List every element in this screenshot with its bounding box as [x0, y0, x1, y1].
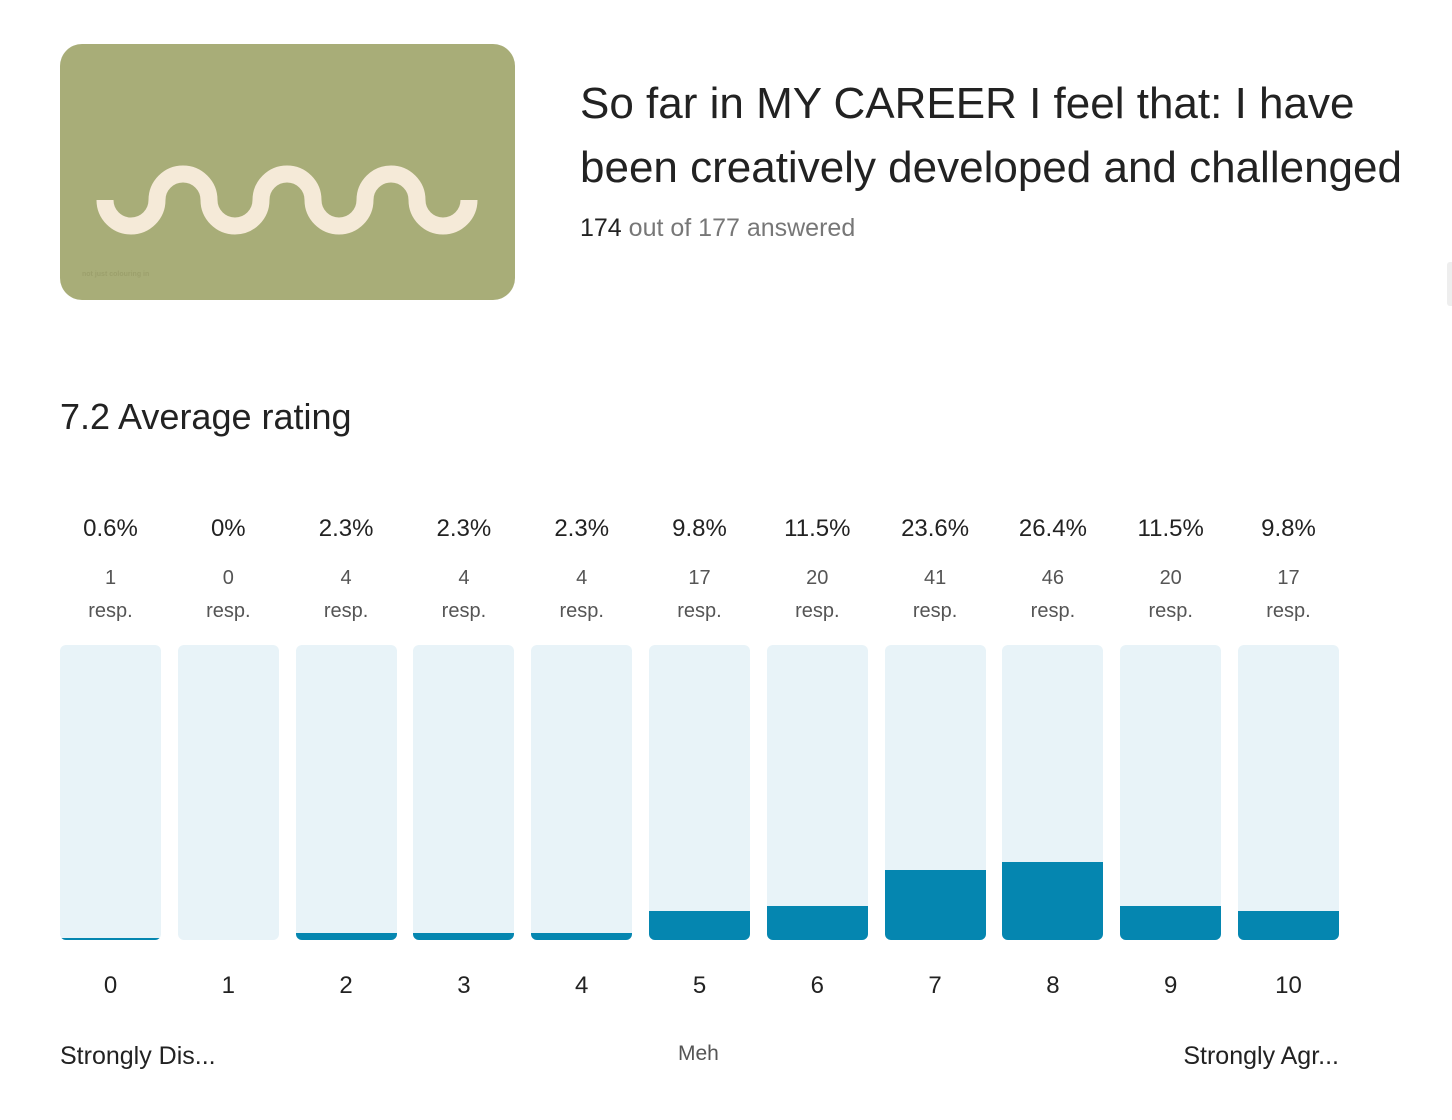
bar-percent-label: 26.4%: [1018, 515, 1087, 542]
bar-count-label: 1 resp.: [60, 562, 161, 628]
bar-track[interactable]: [1002, 645, 1104, 940]
x-tick-label: 6: [810, 972, 824, 999]
count-value: 46: [1041, 567, 1065, 589]
bar-track[interactable]: [1120, 645, 1222, 940]
bar-count-label: 0 resp.: [178, 562, 279, 628]
bar-fill: [531, 933, 633, 940]
bar-percent-label: 0.6%: [83, 515, 138, 542]
bar-count-label: 4 resp.: [413, 562, 514, 628]
question-image: not just colouring in: [60, 44, 515, 300]
scale-label-mid: Meh: [678, 1042, 719, 1065]
count-unit: resp.: [441, 600, 487, 622]
answered-total: out of 177 answered: [628, 214, 856, 242]
x-tick-label: 7: [928, 972, 942, 999]
bar-fill: [649, 911, 750, 940]
x-tick-label: 5: [692, 972, 707, 999]
count-value: 4: [458, 567, 470, 589]
x-tick-label: 1: [221, 972, 235, 999]
count-unit: resp.: [912, 600, 958, 622]
average-rating: 7.2 Average rating: [60, 396, 352, 437]
bar-fill: [1002, 862, 1104, 940]
bar-percent-label: 0%: [210, 515, 246, 542]
count-value: 4: [576, 567, 588, 589]
wave-logo: not just colouring in: [82, 165, 478, 278]
bar-fill: [766, 906, 868, 940]
bar-track[interactable]: [1238, 645, 1339, 940]
bar-fill: [884, 870, 986, 940]
scale-label-high: Strongly Agr...: [1183, 1042, 1339, 1070]
bar-count-label: 20 resp.: [767, 562, 868, 628]
bar-count-label: 17 resp.: [649, 562, 750, 628]
bar-count-label: 41 resp.: [885, 562, 986, 628]
count-unit: resp.: [206, 600, 251, 622]
bar-fill: [60, 938, 161, 940]
bar-count-label: 17 resp.: [1238, 562, 1339, 628]
bar-fill: [1120, 906, 1222, 940]
bar-track[interactable]: [295, 645, 397, 940]
x-tick-label: 3: [457, 972, 471, 999]
bar-track[interactable]: [766, 645, 868, 940]
bar-track[interactable]: [177, 645, 279, 940]
bar-fill: [295, 933, 397, 940]
count-value: 20: [1159, 567, 1182, 589]
scale-label-low: Strongly Dis...: [60, 1042, 216, 1070]
answered-count: 174 out of 177 answered: [580, 214, 855, 243]
count-value: 20: [806, 567, 829, 589]
bar-percent-label: 11.5%: [784, 515, 851, 542]
bar-fill: [1238, 911, 1339, 940]
x-tick-label: 8: [1046, 972, 1060, 999]
bar-fill: [413, 933, 515, 940]
x-tick-label: 0: [103, 972, 118, 999]
bar-percent-label: 2.3%: [436, 515, 492, 542]
count-unit: resp.: [1148, 600, 1193, 622]
bar-percent-label: 9.8%: [1261, 515, 1316, 542]
count-value: 4: [340, 567, 352, 589]
svg-text:not just colouring in: not just colouring in: [82, 271, 149, 278]
count-unit: resp.: [1266, 600, 1311, 622]
count-value: 0: [222, 567, 234, 589]
count-value: 41: [923, 567, 947, 589]
bar-percent-label: 9.8%: [672, 515, 727, 542]
count-value: 17: [1277, 567, 1300, 589]
x-tick-label: 9: [1164, 972, 1178, 999]
count-unit: resp.: [1030, 600, 1076, 622]
bar-track[interactable]: [884, 645, 986, 940]
bar-count-label: 46 resp.: [1002, 562, 1103, 628]
count-unit: resp.: [677, 600, 722, 622]
bar-percent-label: 2.3%: [554, 515, 610, 542]
bar-track[interactable]: [649, 645, 750, 940]
count-unit: resp.: [88, 600, 133, 622]
scrollbar[interactable]: [1447, 262, 1452, 306]
bar-count-label: 4 resp.: [531, 562, 632, 628]
count-unit: resp.: [323, 600, 369, 622]
bar-track[interactable]: [60, 645, 161, 940]
count-value: 1: [104, 567, 117, 589]
bar-percent-label: 2.3%: [318, 515, 374, 542]
count-unit: resp.: [795, 600, 840, 622]
answered-number: 174: [580, 214, 622, 242]
bar-percent-label: 11.5%: [1137, 515, 1204, 542]
x-tick-label: 2: [339, 972, 353, 999]
bar-count-label: 4 resp.: [296, 562, 397, 628]
bar-track[interactable]: [413, 645, 515, 940]
bar-track[interactable]: [531, 645, 633, 940]
bar-count-label: 20 resp.: [1120, 562, 1221, 628]
x-tick-label: 4: [575, 972, 589, 999]
question-title: So far in MY CAREER I feel that: I have …: [580, 79, 1402, 192]
bar-percent-label: 23.6%: [901, 515, 970, 542]
x-tick-label: 10: [1275, 972, 1302, 999]
count-value: 17: [688, 567, 711, 589]
count-unit: resp.: [559, 600, 604, 622]
